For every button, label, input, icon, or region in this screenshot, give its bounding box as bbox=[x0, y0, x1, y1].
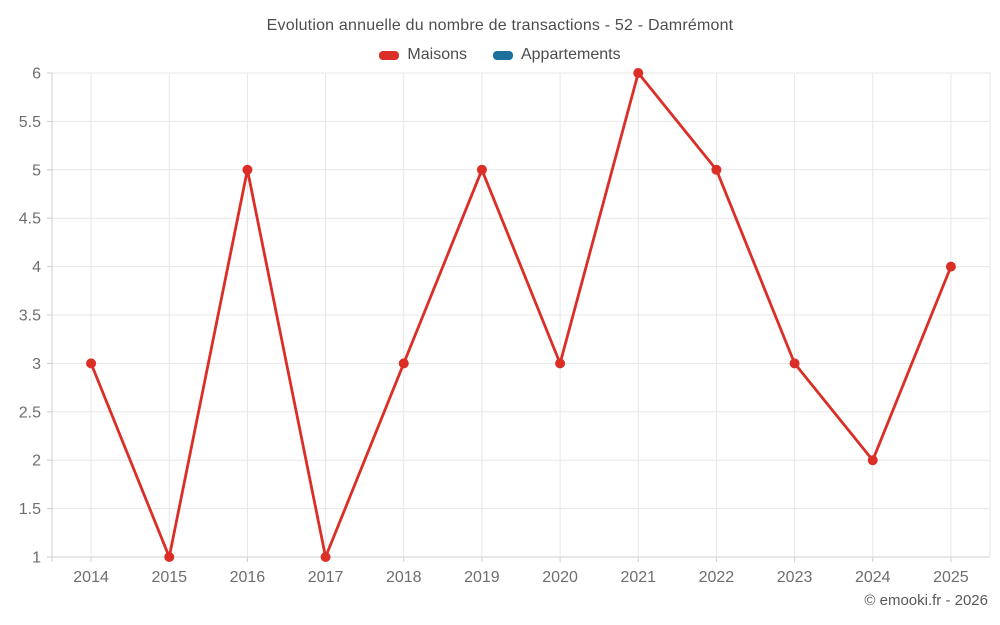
x-axis-label: 2018 bbox=[386, 569, 422, 586]
x-axis-label: 2021 bbox=[620, 569, 656, 586]
data-point[interactable] bbox=[164, 552, 175, 562]
y-axis-label: 2 bbox=[32, 453, 41, 470]
y-axis-label: 3 bbox=[32, 356, 41, 373]
x-axis-label: 2016 bbox=[230, 569, 266, 586]
data-point[interactable] bbox=[711, 164, 722, 175]
data-point[interactable] bbox=[945, 261, 956, 272]
copyright: © emooki.fr - 2026 bbox=[864, 592, 988, 609]
data-point[interactable] bbox=[476, 164, 487, 175]
x-axis-label: 2020 bbox=[542, 569, 578, 586]
maisons-swatch-icon bbox=[379, 50, 400, 60]
x-axis-label: 2022 bbox=[699, 569, 735, 586]
y-axis-label: 5 bbox=[32, 162, 41, 179]
x-axis-label: 2017 bbox=[308, 569, 344, 586]
y-axis-label: 6 bbox=[32, 66, 41, 83]
chart-title: Evolution annuelle du nombre de transact… bbox=[266, 17, 734, 34]
x-axis-label: 2024 bbox=[855, 569, 891, 586]
legend-item-appartements[interactable]: Appartements bbox=[492, 46, 621, 64]
data-point[interactable] bbox=[633, 68, 644, 78]
appartements-swatch-icon bbox=[492, 50, 513, 60]
x-axis-label: 2019 bbox=[464, 569, 500, 586]
y-axis-label: 1 bbox=[32, 550, 41, 567]
data-point[interactable] bbox=[867, 455, 878, 466]
y-axis-label: 5.5 bbox=[19, 114, 41, 131]
legend-label-maisons: Maisons bbox=[407, 46, 467, 63]
data-point[interactable] bbox=[789, 358, 800, 369]
y-axis-label: 1.5 bbox=[19, 501, 41, 518]
x-axis-label: 2015 bbox=[151, 569, 187, 586]
x-axis-label: 2014 bbox=[73, 569, 109, 586]
legend: Maisons Appartements bbox=[0, 46, 1000, 64]
legend-item-maisons[interactable]: Maisons bbox=[379, 46, 467, 64]
x-axis-label: 2025 bbox=[933, 569, 969, 586]
data-point[interactable] bbox=[555, 358, 566, 369]
data-point[interactable] bbox=[86, 358, 97, 369]
legend-label-appartements: Appartements bbox=[520, 46, 621, 63]
y-axis-label: 4 bbox=[32, 259, 41, 276]
data-point[interactable] bbox=[398, 358, 409, 369]
y-axis-label: 2.5 bbox=[19, 404, 41, 421]
y-axis-label: 4.5 bbox=[19, 211, 41, 228]
series-line-maisons bbox=[89, 71, 953, 559]
data-point[interactable] bbox=[320, 552, 331, 562]
y-axis-label: 3.5 bbox=[19, 308, 41, 325]
x-axis-label: 2023 bbox=[777, 569, 813, 586]
data-point[interactable] bbox=[242, 164, 253, 175]
